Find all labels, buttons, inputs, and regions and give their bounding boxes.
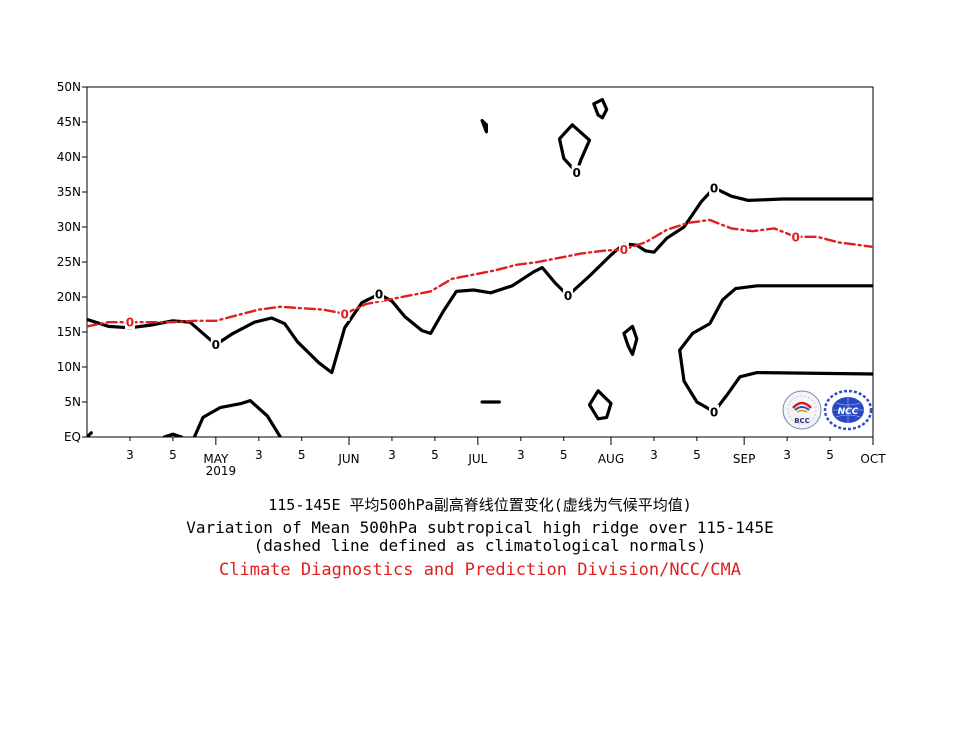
x-tick-label: 5 [298,448,306,462]
x-tick-label: JUN [337,452,359,466]
x-tick-year-label: 2019 [206,464,237,478]
climatology-line [87,218,873,328]
chart-credit: Climate Diagnostics and Prediction Divis… [219,560,741,580]
x-tick-label: 3 [517,448,525,462]
contour-label-bg [709,180,720,195]
series-layer [87,98,873,437]
x-tick-label: 5 [169,448,177,462]
ridge-contour [192,399,282,437]
y-tick-label: 25N [57,255,81,269]
x-tick-label: SEP [733,452,755,466]
contour-label-bg [571,165,582,180]
x-tick-label: 3 [126,448,134,462]
ridge-contour [162,432,184,437]
ridge-contour [622,324,639,356]
ridge-contour [587,389,613,421]
contour-label: 0 [564,289,572,303]
x-tick-label: JUL [467,452,487,466]
ridge-contour [678,284,873,352]
ridge-contour [87,431,93,437]
y-tick-label: EQ [64,430,81,444]
chart-subtitle: (dashed line defined as climatological n… [253,536,707,555]
x-tick-label: 3 [255,448,263,462]
ridge-contour [557,123,592,174]
x-tick-label: 3 [388,448,396,462]
contour-label-bg [709,404,720,419]
x-tick-label: 5 [560,448,568,462]
ridge-contour [480,119,488,134]
y-tick-label: 40N [57,150,81,164]
ridge-contour [678,348,873,414]
chart-title-chinese: 115-145E 平均500hPa副高脊线位置变化(虚线为气候平均值) [268,496,692,514]
contour-label: 0 [620,243,628,257]
contour-label: 0 [710,181,718,195]
ridge-contour [592,98,609,120]
contour-label-bg [210,337,221,352]
y-tick-label: 50N [57,80,81,94]
x-tick-label: MAY [203,452,229,466]
axes: EQ 5N 10N 15N 20N 25N 30N 35N 40N 45N 50N 3 5 MAY2019… [57,80,886,478]
x-tick-label: 3 [783,448,791,462]
contour-label: 0 [212,338,220,352]
ncc-logo: NCC [823,389,873,431]
bcc-logo-text: BCC [794,417,810,425]
y-tick-label: 20N [57,290,81,304]
y-tick-label: 30N [57,220,81,234]
y-tick-label: 5N [64,395,81,409]
contour-label: 0 [375,288,383,302]
y-tick-label: 10N [57,360,81,374]
x-tick-label: AUG [598,452,624,466]
contour-label-bg [790,229,801,244]
contour-label: 0 [341,307,349,321]
y-tick-label: 15N [57,325,81,339]
contour-label: 0 [126,316,134,330]
contour-label-layer: 0 0 0 0 0 0 0 0 0 0 [124,165,801,419]
contour-label: 0 [710,405,718,419]
contour-label: 0 [572,166,580,180]
ncc-logo-text: NCC [838,407,859,417]
x-tick-label: 5 [693,448,701,462]
contour-label-bg [339,306,350,321]
x-tick-label: 3 [650,448,658,462]
contour-label: 0 [792,230,800,244]
contour-label-bg [124,315,135,330]
plot-frame [86,86,874,438]
y-tick-label: 45N [57,115,81,129]
contour-label-bg [563,288,574,303]
bcc-logo: BCC [782,390,822,430]
x-tick-label: 5 [826,448,834,462]
ridge-contour [87,186,873,375]
contour-label-bg [618,242,629,257]
chart-title-english: Variation of Mean 500hPa subtropical hig… [186,518,774,537]
x-tick-label: OCT [860,452,886,466]
y-tick-label: 35N [57,185,81,199]
x-tick-label: 5 [431,448,439,462]
contour-label-bg [374,287,385,302]
